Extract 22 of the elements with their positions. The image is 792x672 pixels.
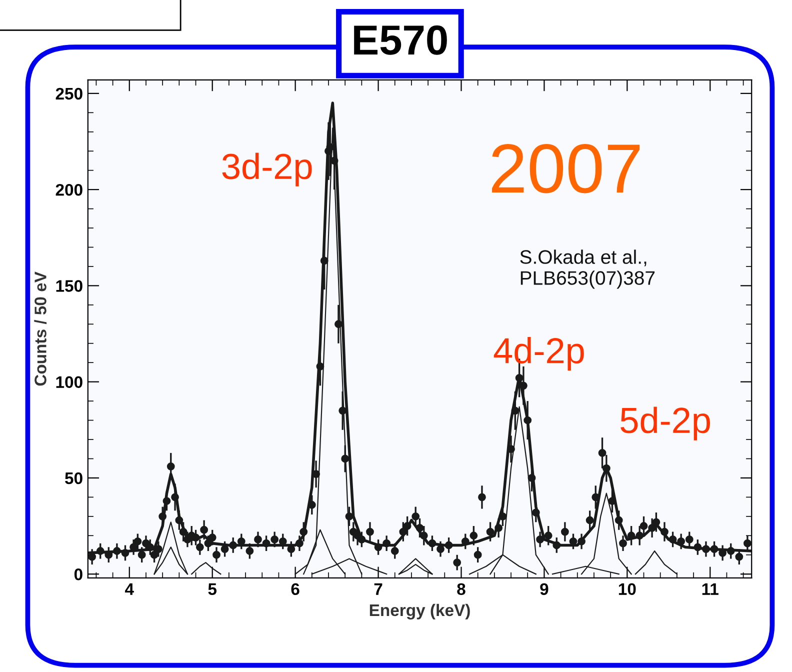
x-tick-label: 9: [540, 583, 548, 596]
y-tick-label: 250: [56, 88, 82, 100]
y-axis-title: Counts / 50 eV: [34, 272, 47, 386]
x-tick-label: 6: [291, 583, 300, 596]
annotation: S.Okada et al., PLB653(07)387: [520, 250, 655, 289]
x-tick-label: 10: [618, 583, 636, 596]
y-tick-label: 100: [56, 376, 82, 388]
x-tick-label: 11: [702, 583, 718, 595]
y-tick-label: 150: [56, 280, 82, 292]
annotation: 5d-2p: [620, 406, 710, 440]
annotation: 4d-2p: [494, 337, 584, 371]
x-tick-label: 4: [125, 583, 134, 595]
x-tick-label: 5: [208, 583, 217, 596]
x-tick-label: 8: [457, 583, 466, 596]
y-tick-label: 200: [56, 184, 82, 196]
chart-title: E570: [354, 25, 447, 55]
x-tick-label: 7: [374, 583, 382, 595]
annotation: 3d-2p: [222, 152, 312, 186]
annotation: 2007: [492, 144, 640, 194]
x-axis-title: Energy (keV): [370, 604, 470, 620]
y-tick-label: 50: [65, 472, 82, 484]
y-tick-label: 0: [74, 568, 82, 580]
